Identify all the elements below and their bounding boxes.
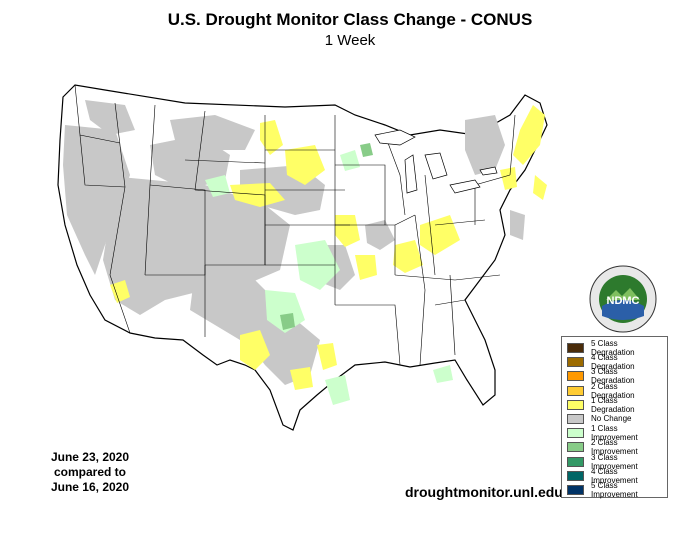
legend-item: No Change <box>567 412 663 426</box>
legend-label: 2 Class Degradation <box>591 381 635 400</box>
degradation-1-regions <box>110 105 547 390</box>
legend-label: 2 Class Improvement <box>591 438 638 457</box>
map-subtitle: 1 Week <box>324 32 376 49</box>
legend-swatch <box>567 484 584 495</box>
legend-item: 5 Class Improvement <box>567 480 663 499</box>
logo-text: NDMC <box>607 295 640 307</box>
legend-swatch <box>567 456 584 467</box>
great-lakes <box>374 129 498 194</box>
legend-item: 1 Class Degradation <box>567 395 663 414</box>
legend-label: 4 Class Degradation <box>591 353 635 372</box>
legend-label: 3 Class Degradation <box>591 367 635 386</box>
legend-swatch <box>567 357 584 368</box>
legend-swatch <box>567 399 584 410</box>
legend-swatch <box>567 442 584 453</box>
date-block: June 23, 2020 compared to June 16, 2020 <box>30 450 150 495</box>
legend-item: 3 Class Degradation <box>567 367 663 386</box>
legend-item: 5 Class Degradation <box>567 339 663 357</box>
legend-item: 1 Class Improvement <box>567 424 663 443</box>
improvement-1-regions <box>205 150 453 405</box>
legend-label: No Change <box>591 414 632 424</box>
no-change-regions <box>63 100 525 385</box>
legend-label: 3 Class Improvement <box>591 452 638 471</box>
legend-item: 3 Class Improvement <box>567 452 663 471</box>
legend-item: 2 Class Degradation <box>567 381 663 400</box>
legend-swatch <box>567 413 584 424</box>
legend-swatch <box>567 343 584 353</box>
map-title: U.S. Drought Monitor Class Change - CONU… <box>167 10 533 29</box>
legend-label: 1 Class Degradation <box>591 395 635 414</box>
ndmc-logo: NDMC <box>589 265 657 333</box>
conus-map <box>57 84 548 431</box>
legend-label: 5 Class Improvement <box>591 480 638 499</box>
legend-swatch <box>567 385 584 396</box>
legend-swatch <box>567 428 584 439</box>
source-url: droughtmonitor.unl.edu <box>405 484 563 500</box>
state-borders <box>74 84 516 366</box>
date-current: June 23, 2020 <box>50 450 130 464</box>
legend-swatch <box>567 371 584 382</box>
legend-item: 4 Class Improvement <box>567 466 663 485</box>
legend-label: 5 Class Degradation <box>591 339 635 357</box>
date-compared-label: compared to <box>53 465 126 479</box>
legend-item: 2 Class Improvement <box>567 438 663 457</box>
date-previous: June 16, 2020 <box>50 480 130 494</box>
legend-item: 4 Class Degradation <box>567 353 663 372</box>
legend-label: 1 Class Improvement <box>591 424 638 443</box>
legend: 5 Class Degradation 4 Class Degradation 3 … <box>561 336 668 499</box>
improvement-2-regions <box>280 143 373 330</box>
legend-swatch <box>567 470 584 481</box>
legend-label: 4 Class Improvement <box>591 466 638 485</box>
